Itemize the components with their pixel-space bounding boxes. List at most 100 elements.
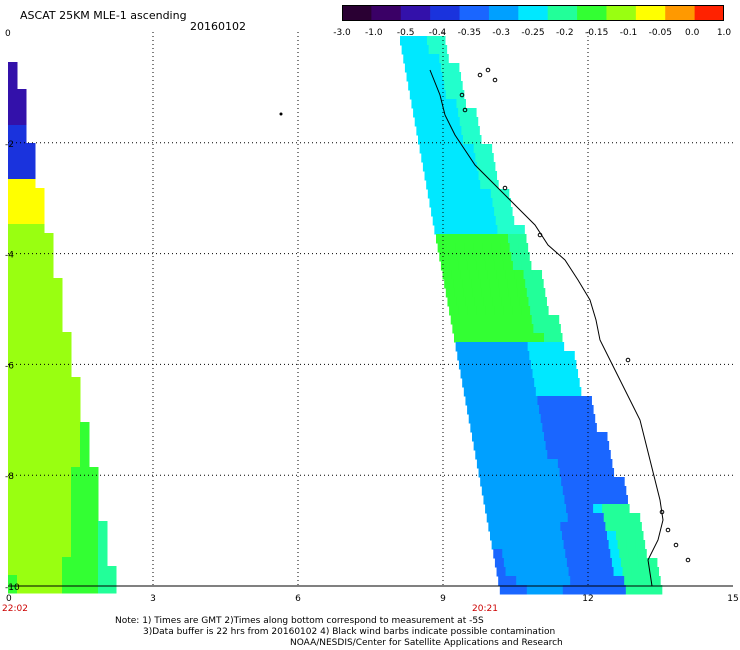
swath-cell — [478, 270, 489, 280]
swath-cell — [477, 414, 488, 424]
swath-cell — [490, 189, 501, 199]
swath-cell — [17, 125, 27, 135]
swath-cell — [80, 530, 90, 540]
swath-cell — [35, 350, 45, 360]
swath-cell — [8, 566, 18, 576]
swath-cell — [469, 270, 480, 280]
swath-cell — [26, 341, 36, 351]
swath-cell — [527, 540, 538, 550]
swath-cell — [80, 557, 90, 567]
island-outline — [459, 92, 465, 98]
swath-cell — [568, 369, 579, 379]
swath-cell — [35, 278, 45, 288]
swath-cell — [35, 440, 45, 450]
swath-cell — [521, 306, 531, 316]
swath-cell — [449, 306, 459, 316]
swath-cell — [478, 171, 489, 181]
colorbar-tick-label: -0.3 — [492, 28, 510, 38]
swath-cell — [554, 441, 565, 451]
swath-cell — [494, 558, 505, 568]
swath-cell — [507, 477, 517, 487]
swath-cell — [532, 567, 543, 577]
swath-cell — [607, 531, 617, 541]
swath-cell — [421, 153, 431, 163]
swath-cell — [71, 413, 81, 423]
swath-cell — [455, 144, 466, 154]
swath-cell — [497, 225, 507, 235]
swath-cell — [495, 414, 506, 424]
swath-cell — [634, 531, 644, 541]
swath-cell — [35, 467, 45, 477]
swath-cell — [53, 359, 63, 369]
swath-cell — [35, 404, 45, 414]
swath-cell — [539, 504, 549, 514]
swath-cell — [26, 197, 36, 207]
swath-cell — [512, 306, 522, 316]
swath-cell — [494, 504, 504, 514]
swath-cell — [26, 386, 36, 396]
swath-cell — [8, 332, 18, 342]
swath-cell — [590, 441, 601, 451]
swath-cell — [521, 558, 532, 568]
swath-cell — [476, 360, 487, 370]
swath-cell — [26, 458, 36, 468]
swath-cell — [480, 477, 490, 487]
swath-cell — [566, 558, 577, 568]
swath-cell — [8, 143, 18, 153]
swath-cell — [634, 585, 645, 595]
swath-cell — [449, 108, 459, 118]
swath-cell — [480, 180, 490, 190]
swath-cell — [600, 495, 610, 505]
swath-cell — [17, 548, 27, 558]
swath-cell — [607, 585, 618, 595]
colorbar-segment — [547, 5, 578, 21]
swath-cell — [62, 341, 72, 351]
swath-cell — [468, 315, 479, 325]
swath-cell — [442, 270, 453, 280]
swath-cell — [44, 386, 54, 396]
swath-cell — [436, 189, 447, 199]
swath-cell — [436, 135, 446, 145]
swath-cell — [519, 297, 529, 307]
swath-cell — [437, 144, 448, 154]
swath-cell — [442, 72, 453, 82]
swath-cell — [632, 522, 642, 532]
swath-cell — [498, 576, 508, 586]
swath-cell — [517, 333, 527, 343]
colorbar-segment — [459, 5, 490, 21]
swath-cell — [514, 567, 525, 577]
swath-cell — [584, 459, 595, 469]
swath-cell — [478, 468, 489, 478]
island-outline — [279, 112, 283, 116]
swath-cell — [447, 99, 457, 109]
swath-cell — [53, 350, 63, 360]
swath-cell — [633, 576, 643, 586]
swath-cell — [494, 405, 504, 415]
colorbar-tick-label: 0.0 — [685, 28, 700, 38]
swath-cell — [17, 350, 27, 360]
swath-cell — [548, 558, 559, 568]
swath-cell — [553, 333, 563, 343]
swath-cell — [571, 585, 582, 595]
colorbar-tick-label: -0.15 — [585, 28, 608, 38]
swath-cell — [520, 549, 530, 559]
swath-cell — [8, 125, 18, 135]
swath-cell — [490, 333, 500, 343]
swath-cell — [476, 306, 486, 316]
swath-cell — [481, 387, 492, 397]
swath-cell — [445, 135, 455, 145]
swath-cell — [35, 323, 45, 333]
swath-cell — [626, 540, 637, 550]
x-tick-label: 15 — [727, 594, 738, 604]
swath-cell — [53, 431, 63, 441]
swath-cell — [570, 378, 580, 388]
swath-cell — [413, 63, 424, 73]
swath-cell — [517, 531, 527, 541]
swath-cell — [53, 494, 63, 504]
swath-cell — [575, 558, 586, 568]
swath-cell — [535, 486, 546, 496]
swath-cell — [508, 432, 518, 442]
swath-cell — [456, 198, 466, 208]
swath-cell — [431, 63, 442, 73]
swath-cell — [472, 432, 482, 442]
